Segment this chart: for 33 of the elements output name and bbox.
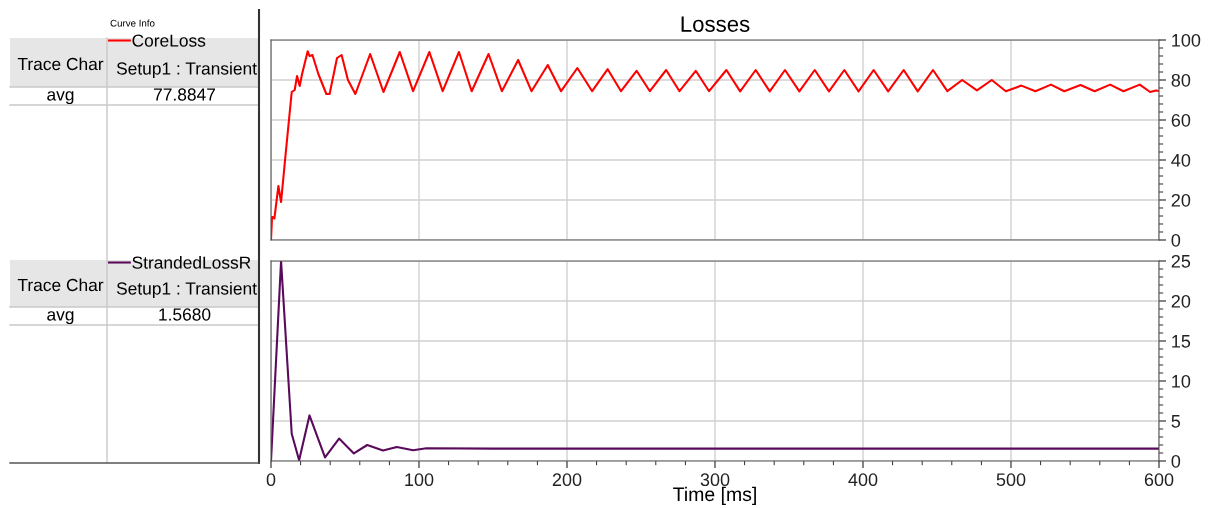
x-tick-label: 500: [996, 473, 1026, 487]
legend-label: StrandedLossR: [132, 256, 251, 269]
line-series: [271, 261, 1159, 461]
x-axis-title: Time [ms]: [673, 486, 756, 505]
y-tick-label: 25: [1171, 254, 1191, 268]
text: Setup1 : Transient: [116, 281, 257, 299]
y-tick-label: 40: [1171, 153, 1191, 167]
text: avg: [47, 91, 74, 105]
y-tick-label: 80: [1171, 73, 1191, 87]
text: Curve Info: [110, 19, 155, 27]
text: 77.8847: [154, 88, 216, 101]
x-tick-label: 300: [700, 473, 730, 487]
x-tick-label: 200: [552, 473, 582, 487]
chart-title: Losses: [681, 16, 750, 32]
x-tick-label: 600: [1144, 473, 1174, 487]
y-tick-label: 20: [1171, 294, 1191, 308]
text: Setup1 : Transient: [116, 61, 257, 79]
x-tick-label: 400: [848, 473, 878, 487]
y-tick-label: 60: [1171, 113, 1191, 127]
y-tick-label: 10: [1172, 374, 1191, 388]
x-tick-label: 100: [405, 473, 434, 487]
text: avg: [47, 311, 74, 325]
y-tick-label: 100: [1172, 33, 1201, 47]
x-tick-label: 0: [266, 473, 276, 487]
y-tick-label: 0: [1171, 454, 1181, 468]
text: Trace Char: [17, 57, 104, 71]
y-tick-label: 20: [1171, 193, 1191, 207]
text: 1.5680: [159, 308, 211, 321]
y-tick-label: 0: [1171, 233, 1181, 247]
y-tick-label: 5: [1171, 415, 1181, 428]
legend-label: CoreLoss: [132, 34, 206, 47]
y-tick-label: 15: [1172, 335, 1191, 348]
text: Trace Char: [17, 278, 104, 292]
